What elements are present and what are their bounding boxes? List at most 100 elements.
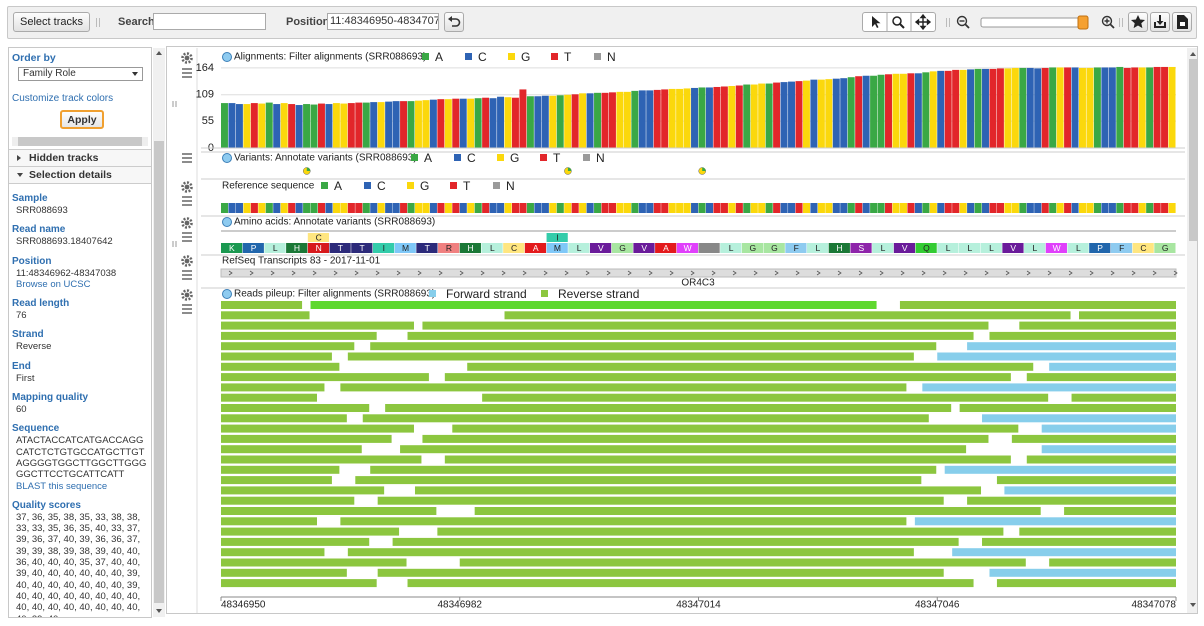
field-link[interactable]: Browse on UCSC bbox=[16, 278, 91, 290]
read[interactable] bbox=[1041, 424, 1198, 433]
undo-button[interactable] bbox=[444, 12, 464, 32]
read[interactable] bbox=[167, 517, 317, 526]
read[interactable] bbox=[167, 393, 317, 402]
read[interactable] bbox=[1026, 373, 1198, 382]
read[interactable] bbox=[1011, 434, 1198, 443]
horizontal-scrollbar[interactable] bbox=[12, 137, 148, 146]
read[interactable] bbox=[167, 311, 310, 320]
track-menu[interactable] bbox=[182, 304, 192, 314]
read[interactable] bbox=[407, 579, 974, 588]
read[interactable] bbox=[504, 311, 1071, 320]
read[interactable] bbox=[362, 414, 929, 423]
read[interactable] bbox=[167, 568, 347, 577]
zoom-handle[interactable] bbox=[1077, 15, 1089, 30]
read[interactable] bbox=[167, 362, 340, 371]
track-settings[interactable] bbox=[181, 52, 193, 64]
read[interactable] bbox=[167, 507, 437, 515]
read[interactable] bbox=[959, 404, 1198, 412]
read[interactable] bbox=[422, 321, 989, 330]
read[interactable] bbox=[437, 527, 1004, 536]
position-input[interactable]: 11:48346950-48347078 bbox=[327, 13, 439, 30]
read[interactable] bbox=[899, 301, 1198, 309]
export-button[interactable] bbox=[1172, 12, 1192, 32]
search-input[interactable] bbox=[153, 13, 266, 30]
zoom-tool[interactable] bbox=[892, 16, 902, 26]
read[interactable] bbox=[167, 352, 332, 361]
read[interactable] bbox=[167, 496, 355, 505]
read[interactable] bbox=[167, 331, 377, 340]
track-menu[interactable] bbox=[182, 68, 192, 78]
read[interactable] bbox=[347, 548, 914, 557]
track-settings[interactable] bbox=[181, 255, 193, 267]
read[interactable] bbox=[1026, 455, 1198, 464]
read[interactable] bbox=[937, 352, 1198, 361]
bookmark-button[interactable] bbox=[1128, 12, 1148, 32]
pointer-tool[interactable] bbox=[872, 16, 881, 28]
read[interactable] bbox=[377, 496, 944, 505]
read[interactable] bbox=[1049, 362, 1198, 371]
read[interactable] bbox=[167, 301, 303, 309]
apply-button[interactable]: Apply bbox=[60, 110, 104, 129]
read[interactable] bbox=[944, 465, 1198, 474]
read[interactable] bbox=[167, 527, 400, 536]
read[interactable] bbox=[996, 476, 1198, 485]
read[interactable] bbox=[385, 404, 952, 412]
main-scrollbar[interactable] bbox=[1187, 48, 1198, 613]
order-by-select[interactable]: Family Role bbox=[18, 67, 143, 81]
read[interactable] bbox=[340, 517, 907, 526]
read[interactable] bbox=[167, 465, 340, 474]
read[interactable] bbox=[1041, 445, 1198, 454]
read[interactable] bbox=[996, 579, 1198, 588]
field-link[interactable]: BLAST this sequence bbox=[16, 480, 108, 492]
read[interactable] bbox=[347, 352, 914, 361]
read[interactable] bbox=[167, 383, 325, 392]
sidebar-scrollbar[interactable] bbox=[153, 48, 165, 617]
track-menu[interactable] bbox=[182, 153, 192, 163]
read[interactable] bbox=[400, 445, 967, 454]
read[interactable] bbox=[459, 558, 1026, 567]
read[interactable] bbox=[982, 414, 1198, 423]
track-menu[interactable] bbox=[182, 270, 192, 280]
read[interactable] bbox=[422, 434, 989, 443]
read[interactable] bbox=[1019, 527, 1198, 536]
read[interactable] bbox=[167, 321, 414, 330]
read[interactable] bbox=[355, 476, 922, 485]
read[interactable] bbox=[1079, 311, 1198, 320]
read[interactable] bbox=[167, 455, 422, 464]
read[interactable] bbox=[989, 568, 1198, 577]
read[interactable] bbox=[167, 558, 407, 567]
track-menu[interactable] bbox=[182, 232, 192, 242]
read[interactable] bbox=[167, 476, 332, 485]
read[interactable] bbox=[167, 424, 414, 433]
move-tool[interactable] bbox=[914, 13, 932, 31]
read[interactable] bbox=[952, 548, 1198, 557]
read[interactable] bbox=[989, 331, 1198, 340]
track-settings[interactable] bbox=[181, 289, 193, 301]
track-settings[interactable] bbox=[181, 217, 193, 229]
read[interactable] bbox=[167, 537, 370, 546]
track-settings[interactable] bbox=[181, 181, 193, 193]
read[interactable] bbox=[452, 424, 1019, 433]
customize-link[interactable]: Customize track colors bbox=[12, 93, 114, 104]
read[interactable] bbox=[444, 455, 1011, 464]
read[interactable] bbox=[1064, 507, 1198, 515]
read[interactable] bbox=[310, 301, 877, 309]
read[interactable] bbox=[414, 486, 982, 495]
read[interactable] bbox=[167, 342, 355, 351]
read[interactable] bbox=[1004, 486, 1198, 495]
read[interactable] bbox=[167, 548, 325, 557]
read[interactable] bbox=[967, 342, 1198, 351]
hidden-tracks-header[interactable]: Hidden tracks bbox=[9, 150, 151, 167]
selection-details-header[interactable]: Selection details bbox=[9, 167, 151, 184]
read[interactable] bbox=[444, 373, 1011, 382]
read[interactable] bbox=[922, 383, 1198, 392]
read[interactable] bbox=[914, 517, 1198, 526]
read[interactable] bbox=[167, 434, 392, 443]
download-button[interactable] bbox=[1150, 12, 1170, 32]
zoom-out[interactable] bbox=[956, 15, 968, 27]
track-menu[interactable] bbox=[182, 196, 192, 206]
read[interactable] bbox=[1049, 558, 1198, 567]
read[interactable] bbox=[967, 496, 1198, 505]
read[interactable] bbox=[1019, 321, 1198, 330]
read[interactable] bbox=[377, 568, 944, 577]
